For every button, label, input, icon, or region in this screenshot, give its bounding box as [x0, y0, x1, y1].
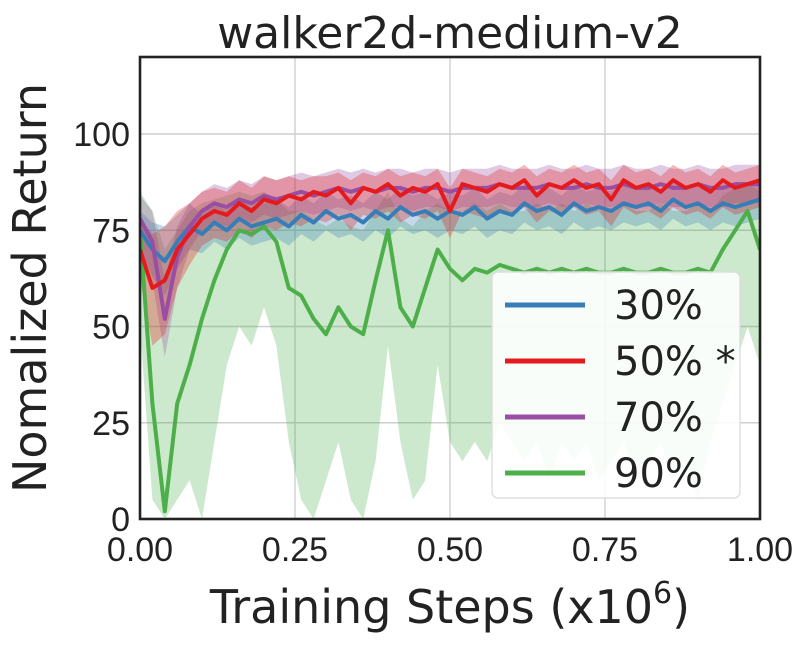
x-tick-label: 0.00 [107, 531, 173, 569]
series-line [140, 209, 760, 514]
x-tick-label: 0.50 [417, 531, 483, 569]
x-axis-label-close: ) [672, 580, 690, 634]
legend-label: 70% [614, 395, 703, 441]
x-tick-label: 1.00 [727, 531, 793, 569]
x-axis-label-exponent: 6 [653, 576, 672, 611]
x-axis-label: Training Steps (x106) [209, 576, 690, 634]
y-tick-label: 0 [111, 501, 130, 539]
series-line [140, 178, 760, 290]
chart-title: walker2d-medium-v2 [217, 8, 683, 59]
legend-box [491, 271, 741, 499]
series-lines [140, 178, 760, 514]
legend-label: 30% [614, 283, 703, 329]
x-axis-label-main: Training Steps (x10 [209, 580, 653, 634]
x-tick-label: 0.75 [572, 531, 638, 569]
legend-label: 90% [614, 451, 703, 497]
y-tick-label: 25 [92, 405, 130, 443]
x-tick-label: 0.25 [262, 531, 328, 569]
legend-label: 50% * [614, 339, 736, 385]
series-line [140, 182, 760, 321]
y-tick-label: 50 [92, 309, 130, 347]
y-tick-label: 100 [73, 116, 130, 154]
plot-frame [138, 55, 762, 521]
confidence-band [140, 164, 760, 358]
y-axis-label: Nomalized Return [3, 83, 57, 493]
legend: 30% 50% * 70% 90% [491, 271, 741, 499]
tick-labels: 0.00 0.25 0.50 0.75 1.00 0 25 50 75 100 [73, 116, 793, 569]
y-tick-label: 75 [92, 212, 130, 250]
